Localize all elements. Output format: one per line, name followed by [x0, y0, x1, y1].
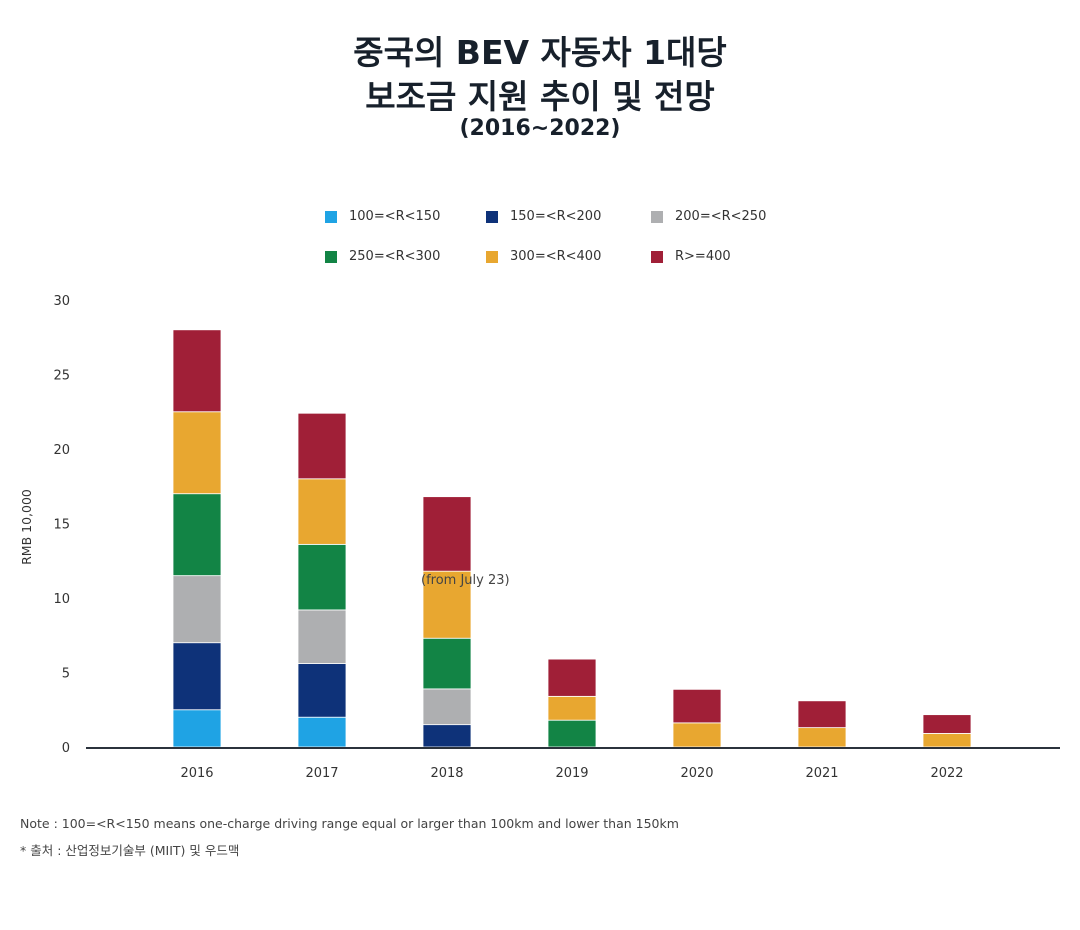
legend-label: R>=400 [675, 249, 731, 264]
legend-swatch [325, 250, 337, 263]
bar-segment-2018-3 [422, 637, 472, 690]
stacked-bar-chart: 0 5 10 15 20 25 30 RMB 10,000 2016 2017 2018 2019 20… [19, 294, 1060, 781]
bar-segment-2022-4 [922, 733, 972, 748]
bar-segment-2020-5 [672, 688, 722, 724]
bar-segment-2018-4 [422, 570, 472, 639]
bar-segment-2020-4 [672, 722, 722, 748]
legend-item: 300=<R<400 [486, 249, 601, 264]
bar-segment-2017-0 [297, 716, 347, 748]
y-tick-label: 20 [53, 443, 70, 458]
chart-title-line2: 보조금 지원 추이 및 전망 [365, 77, 715, 116]
legend-swatch [651, 210, 663, 223]
x-tick-label: 2022 [930, 766, 963, 781]
y-tick-label: 5 [62, 667, 70, 682]
legend-label: 200=<R<250 [675, 209, 767, 224]
bar-segment-2018-5 [422, 496, 472, 572]
y-tick-label: 0 [62, 741, 70, 756]
legend-item: 100=<R<150 [325, 209, 440, 224]
chart-title-line1: 중국의 BEV 자동차 1대당 [353, 33, 727, 72]
note-text: Note : 100=<R<150 means one-charge drivi… [20, 816, 679, 831]
legend-item: 250=<R<300 [325, 249, 440, 264]
legend-swatch [486, 250, 498, 263]
bar-segment-2019-3 [547, 719, 597, 748]
y-tick-label: 25 [53, 369, 70, 384]
bar-segment-2021-4 [797, 727, 847, 748]
bar-segment-2017-3 [297, 543, 347, 611]
source-text: * 출처 : 산업정보기술부 (MIIT) 및 우드맥 [20, 843, 240, 858]
bar-segment-2019-5 [547, 658, 597, 697]
bar-segment-2018-1 [422, 724, 472, 748]
legend-label: 300=<R<400 [510, 249, 602, 264]
bar-segment-2017-1 [297, 663, 347, 718]
bar-segment-2016-0 [172, 709, 222, 748]
legend-item: R>=400 [651, 249, 731, 264]
bar-segment-2016-3 [172, 493, 222, 577]
x-tick-label: 2017 [305, 766, 338, 781]
y-axis-label: RMB 10,000 [19, 489, 34, 565]
bar-segment-2016-4 [172, 411, 222, 495]
x-tick-label: 2021 [805, 766, 838, 781]
y-tick-label: 30 [53, 294, 70, 309]
x-tick-label: 2019 [555, 766, 588, 781]
legend-label: 100=<R<150 [349, 209, 441, 224]
x-tick-label: 2016 [180, 766, 213, 781]
y-tick-label: 10 [53, 592, 70, 607]
legend-label: 250=<R<300 [349, 249, 441, 264]
bar-segment-2017-4 [297, 478, 347, 545]
legend-item: 150=<R<200 [486, 209, 601, 224]
chart-subtitle: (2016~2022) [459, 116, 621, 141]
legend-swatch [325, 210, 337, 223]
legend-swatch [486, 210, 498, 223]
bar-segment-2017-2 [297, 609, 347, 664]
bar-segment-2019-4 [547, 695, 597, 721]
bar-segment-2021-5 [797, 700, 847, 729]
x-tick-label: 2018 [430, 766, 463, 781]
annotation-from-july-23: (from July 23) [421, 573, 510, 588]
legend-label: 150=<R<200 [510, 209, 602, 224]
bar-segment-2016-2 [172, 575, 222, 644]
bar-segment-2018-2 [422, 688, 472, 726]
legend-item: 200=<R<250 [651, 209, 766, 224]
legend-swatch [651, 250, 663, 263]
bar-segment-2016-1 [172, 642, 222, 711]
y-tick-label: 15 [53, 518, 70, 533]
bar-segment-2017-5 [297, 412, 347, 480]
bar-segment-2022-5 [922, 714, 972, 734]
x-tick-label: 2020 [680, 766, 713, 781]
bar-segment-2016-5 [172, 329, 222, 413]
